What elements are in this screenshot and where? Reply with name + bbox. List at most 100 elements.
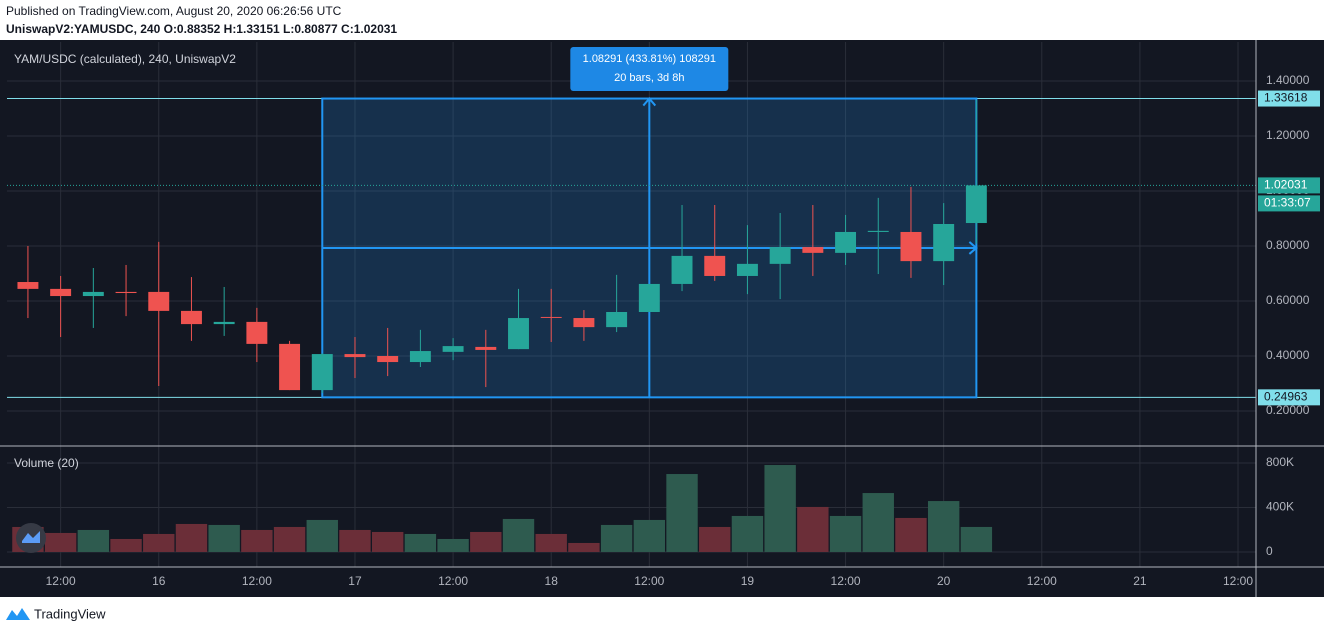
- candle-body: [377, 355, 399, 363]
- volume-tick-label: 0: [1266, 544, 1273, 558]
- last-price-label-box: [1258, 177, 1320, 194]
- candle-body: [769, 247, 791, 264]
- volume-bar: [437, 538, 469, 552]
- measure-tool: 1.08291 (433.81%) 108291 20 bars, 3d 8h: [7, 47, 1256, 399]
- candle-body: [50, 288, 72, 297]
- candle-body: [475, 346, 497, 350]
- y-tick-label: 1.20000: [1266, 128, 1310, 142]
- candle-body: [442, 346, 464, 352]
- volume-bar: [568, 542, 600, 552]
- volume-bar: [960, 526, 993, 552]
- volume-bar: [470, 531, 502, 552]
- volume-bar: [110, 538, 142, 552]
- volume-bar: [404, 533, 437, 552]
- x-tick-label: 21: [1133, 574, 1147, 588]
- candle-body: [606, 311, 628, 328]
- candle-body: [900, 231, 922, 262]
- countdown-label: 01:33:07: [1264, 196, 1311, 210]
- x-tick-label: 19: [741, 574, 755, 588]
- brand-logo: [6, 608, 30, 620]
- volume-bar: [175, 523, 208, 552]
- volume-bar: [699, 526, 731, 552]
- volume-tick-label: 400K: [1266, 500, 1294, 514]
- countdown-label-box: [1258, 195, 1320, 212]
- candle-body: [671, 255, 693, 284]
- measure-price-label: 1.33618: [1264, 91, 1308, 105]
- y-tick-label: 0.40000: [1266, 348, 1310, 362]
- x-tick-label: 18: [545, 574, 559, 588]
- measure-price-label-box: [1258, 389, 1320, 406]
- volume-bar: [731, 515, 764, 552]
- y-tick-label: 0.20000: [1266, 403, 1310, 417]
- candle-body: [573, 318, 595, 328]
- published-note: Published on TradingView.com, August 20,…: [6, 4, 342, 18]
- candle-body: [409, 351, 431, 363]
- x-tick-label: 12:00: [242, 574, 272, 588]
- y-tick-label: 1.40000: [1266, 73, 1310, 87]
- measure-price-label-box: [1258, 90, 1320, 107]
- x-tick-label: 12:00: [634, 574, 664, 588]
- last-price-label: 1.02031: [1264, 178, 1308, 192]
- candle-body: [246, 321, 268, 344]
- measure-label-box: [570, 47, 729, 91]
- brand: TradingView: [34, 606, 106, 621]
- volume-bar: [764, 465, 796, 552]
- volume-bar: [535, 533, 567, 552]
- symbol-legend: UniswapV2:YAMUSDC, 240 O:0.88352 H:1.331…: [6, 22, 397, 36]
- volume-bar: [600, 524, 633, 552]
- volume-bar: [44, 532, 77, 552]
- volume-title: Volume (20): [14, 456, 79, 470]
- candle-body: [180, 310, 202, 325]
- x-tick-label: 12:00: [46, 574, 76, 588]
- chart-background: [0, 40, 1324, 597]
- candle-body: [148, 291, 170, 311]
- volume-bar: [273, 526, 306, 552]
- volume-bar: [306, 519, 338, 552]
- volume-bar: [339, 529, 371, 552]
- candle-body: [82, 291, 104, 297]
- candle-body: [213, 321, 235, 325]
- candle-body: [736, 263, 758, 276]
- candle-body: [933, 223, 955, 262]
- candle-body: [835, 231, 857, 253]
- volume-bar: [895, 517, 927, 552]
- candle-body: [279, 343, 301, 391]
- x-tick-label: 16: [152, 574, 166, 588]
- x-tick-label: 12:00: [831, 574, 861, 588]
- x-tick-label: 12:00: [1027, 574, 1057, 588]
- candle-body: [344, 354, 366, 358]
- volume-bar: [862, 493, 894, 552]
- pane-title: YAM/USDC (calculated), 240, UniswapV2: [14, 52, 236, 66]
- candle-body: [311, 354, 333, 391]
- volume-bar: [666, 474, 698, 552]
- volume-bar: [241, 529, 273, 552]
- x-tick-label: 20: [937, 574, 951, 588]
- candle-body: [17, 282, 39, 289]
- volume-bar: [502, 518, 535, 552]
- volume-bar: [208, 524, 240, 552]
- x-tick-label: 12:00: [438, 574, 468, 588]
- measure-label: 1.08291 (433.81%) 108291: [583, 53, 716, 65]
- candle-body: [704, 255, 726, 276]
- marks: 1.08291 (433.81%) 108291 20 bars, 3d 8h: [7, 47, 1256, 552]
- volume-bar: [829, 515, 862, 552]
- volume-bar: [77, 529, 110, 552]
- measure-arrow: [322, 241, 978, 255]
- volume-bar: [143, 533, 175, 552]
- candle-body: [638, 283, 660, 312]
- candle-body: [508, 318, 529, 350]
- volume-bar: [371, 531, 404, 552]
- watermark-icon: [16, 523, 46, 553]
- volume-bar: [633, 519, 666, 552]
- candle-body: [115, 291, 137, 294]
- candle-body: [867, 230, 889, 232]
- y-tick-label: 0.60000: [1266, 293, 1310, 307]
- candle-body: [540, 316, 562, 318]
- volume-bar: [927, 501, 960, 552]
- candle-body: [802, 247, 824, 253]
- x-tick-label: 12:00: [1223, 574, 1253, 588]
- measure-label: 20 bars, 3d 8h: [614, 72, 684, 84]
- volume-bar: [797, 506, 829, 552]
